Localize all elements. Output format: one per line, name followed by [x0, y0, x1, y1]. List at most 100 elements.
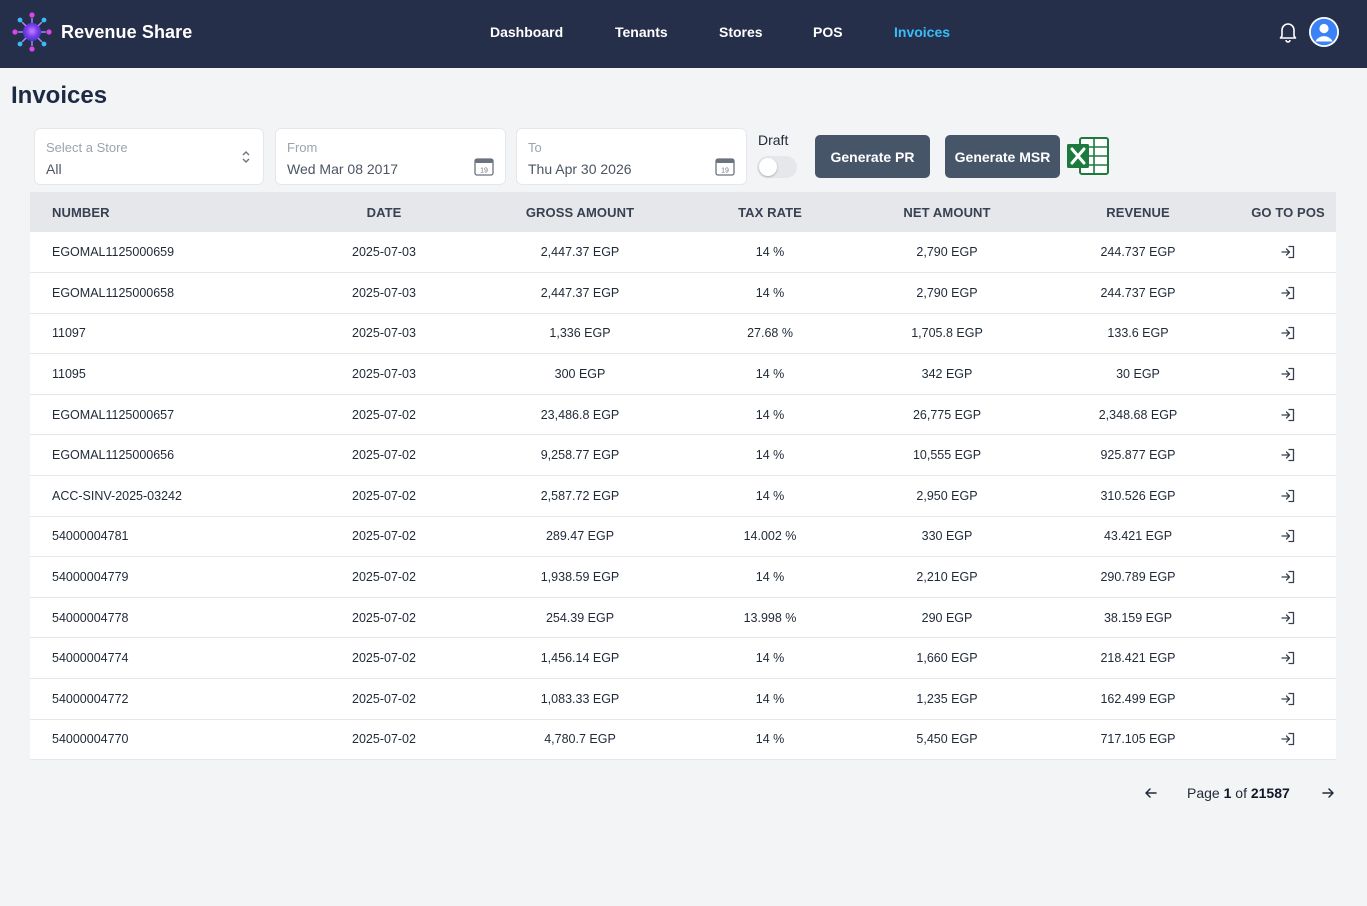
- user-avatar-icon[interactable]: [1308, 16, 1340, 48]
- column-header-revenue[interactable]: REVENUE: [1106, 204, 1170, 220]
- calendar-day-number: 19: [721, 168, 729, 175]
- cell-revenue: 218.421 EGP: [1100, 651, 1176, 666]
- nav-tenants[interactable]: Tenants: [615, 24, 668, 40]
- cell-gross-amount: 4,780.7 EGP: [544, 732, 616, 747]
- go-to-pos-icon[interactable]: [1280, 569, 1296, 585]
- cell-gross-amount: 2,447.37 EGP: [540, 245, 620, 260]
- nav-pos[interactable]: POS: [813, 24, 843, 40]
- chevron-up-down-icon: [242, 151, 250, 163]
- cell-tax-rate: 13.998 %: [743, 610, 797, 625]
- cell-tax-rate: 14 %: [755, 570, 785, 585]
- cell-revenue: 717.105 EGP: [1100, 732, 1176, 747]
- from-date-value: Wed Mar 08 2017: [287, 161, 399, 177]
- calendar-icon[interactable]: 19: [474, 157, 494, 176]
- cell-tax-rate: 27.68 %: [747, 326, 793, 341]
- cell-gross-amount: 2,587.72 EGP: [540, 488, 620, 503]
- cell-date: 2025-07-02: [352, 651, 416, 666]
- cell-number: ACC-SINV-2025-03242: [52, 488, 182, 503]
- cell-net-amount: 330 EGP: [921, 529, 973, 544]
- cell-gross-amount: 1,938.59 EGP: [540, 570, 620, 585]
- table-body: EGOMAL1125000659 2025-07-03 2,447.37 EGP 14…: [30, 232, 1336, 760]
- column-header-tax-rate[interactable]: TAX RATE: [738, 204, 802, 220]
- cell-gross-amount: 1,456.14 EGP: [540, 651, 620, 666]
- table-header-row: NUMBER DATE GROSS AMOUNT TAX RATE NET AM…: [30, 192, 1336, 232]
- table-row: 54000004779 2025-07-02 1,938.59 EGP 14 % 2,2…: [30, 556, 1336, 598]
- cell-date: 2025-07-02: [352, 488, 416, 503]
- cell-net-amount: 5,450 EGP: [916, 732, 978, 747]
- store-select[interactable]: Select a Store All: [34, 128, 264, 185]
- table-row: 54000004772 2025-07-02 1,083.33 EGP 14 % 1,2…: [30, 678, 1336, 720]
- cell-number: 54000004774: [52, 651, 129, 666]
- go-to-pos-icon[interactable]: [1280, 691, 1296, 707]
- invoices-table: NUMBER DATE GROSS AMOUNT TAX RATE NET AM…: [30, 192, 1336, 760]
- cell-date: 2025-07-02: [352, 610, 416, 625]
- cell-go-to-pos: [1240, 354, 1336, 395]
- draft-toggle-knob: [759, 158, 777, 176]
- generate-pr-button[interactable]: Generate PR: [815, 135, 930, 178]
- nav-invoices[interactable]: Invoices: [894, 24, 951, 40]
- cell-tax-rate: 14 %: [755, 407, 785, 422]
- cell-number: EGOMAL1125000658: [52, 285, 175, 300]
- column-header-number[interactable]: NUMBER: [52, 204, 110, 220]
- cell-gross-amount: 300 EGP: [554, 367, 606, 382]
- cell-net-amount: 10,555 EGP: [912, 448, 982, 463]
- column-header-go-to-pos: GO TO POS: [1251, 204, 1325, 220]
- go-to-pos-icon[interactable]: [1280, 610, 1296, 626]
- to-date-field[interactable]: To Thu Apr 30 2026 19: [516, 128, 747, 185]
- cell-gross-amount: 9,258.77 EGP: [540, 448, 620, 463]
- cell-net-amount: 2,210 EGP: [916, 570, 978, 585]
- gear-network-logo-icon: [12, 12, 52, 52]
- cell-net-amount: 1,235 EGP: [916, 691, 978, 706]
- column-header-date[interactable]: DATE: [366, 204, 402, 220]
- table-row: EGOMAL1125000656 2025-07-02 9,258.77 EGP 14…: [30, 434, 1336, 476]
- cell-gross-amount: 1,083.33 EGP: [540, 691, 620, 706]
- column-header-net-amount[interactable]: NET AMOUNT: [903, 204, 991, 220]
- go-to-pos-icon[interactable]: [1280, 285, 1296, 301]
- generate-msr-button[interactable]: Generate MSR: [945, 135, 1060, 178]
- to-date-value: Thu Apr 30 2026: [528, 161, 632, 177]
- cell-revenue: 133.6 EGP: [1107, 326, 1169, 341]
- go-to-pos-icon[interactable]: [1280, 528, 1296, 544]
- cell-number: 54000004772: [52, 691, 129, 706]
- go-to-pos-icon[interactable]: [1280, 488, 1296, 504]
- arrow-left-icon[interactable]: [1142, 784, 1160, 802]
- cell-date: 2025-07-03: [352, 245, 416, 260]
- cell-revenue: 43.421 EGP: [1103, 529, 1173, 544]
- from-date-field[interactable]: From Wed Mar 08 2017 19: [275, 128, 506, 185]
- cell-net-amount: 26,775 EGP: [912, 407, 982, 422]
- go-to-pos-icon[interactable]: [1280, 447, 1296, 463]
- calendar-icon[interactable]: 19: [715, 157, 735, 176]
- cell-net-amount: 2,790 EGP: [916, 285, 978, 300]
- cell-date: 2025-07-03: [352, 285, 416, 300]
- cell-number: EGOMAL1125000656: [52, 448, 175, 463]
- go-to-pos-icon[interactable]: [1280, 731, 1296, 747]
- go-to-pos-icon[interactable]: [1280, 366, 1296, 382]
- nav-dashboard[interactable]: Dashboard: [490, 24, 564, 40]
- go-to-pos-icon[interactable]: [1280, 244, 1296, 260]
- arrow-right-icon[interactable]: [1319, 784, 1337, 802]
- go-to-pos-icon[interactable]: [1280, 325, 1296, 341]
- draft-toggle[interactable]: [757, 156, 797, 178]
- excel-export-icon[interactable]: [1066, 137, 1109, 175]
- pagination-page-word: Page: [1187, 785, 1220, 801]
- cell-go-to-pos: [1240, 476, 1336, 517]
- column-header-gross-amount[interactable]: GROSS AMOUNT: [525, 204, 635, 220]
- pagination-current-page: 1: [1223, 785, 1232, 801]
- table-row: 11097 2025-07-03 1,336 EGP 27.68 % 1,705.8 E…: [30, 313, 1336, 354]
- main-nav: Dashboard Tenants Stores POS Invoices: [0, 0, 1367, 68]
- nav-stores[interactable]: Stores: [719, 24, 763, 40]
- table-row: EGOMAL1125000657 2025-07-02 23,486.8 EGP 14…: [30, 394, 1336, 435]
- cell-date: 2025-07-03: [352, 326, 416, 341]
- cell-go-to-pos: [1240, 273, 1336, 314]
- bell-icon[interactable]: [1278, 21, 1298, 43]
- brand[interactable]: Revenue Share: [10, 10, 192, 54]
- go-to-pos-icon[interactable]: [1280, 650, 1296, 666]
- cell-number: 11095: [52, 367, 86, 382]
- go-to-pos-icon[interactable]: [1280, 407, 1296, 423]
- cell-gross-amount: 2,447.37 EGP: [540, 285, 620, 300]
- cell-net-amount: 2,950 EGP: [916, 488, 978, 503]
- cell-net-amount: 290 EGP: [921, 610, 973, 625]
- page-title: Invoices: [11, 82, 108, 109]
- pagination-label: Page 1 of 21587: [1187, 785, 1290, 801]
- cell-go-to-pos: [1240, 435, 1336, 476]
